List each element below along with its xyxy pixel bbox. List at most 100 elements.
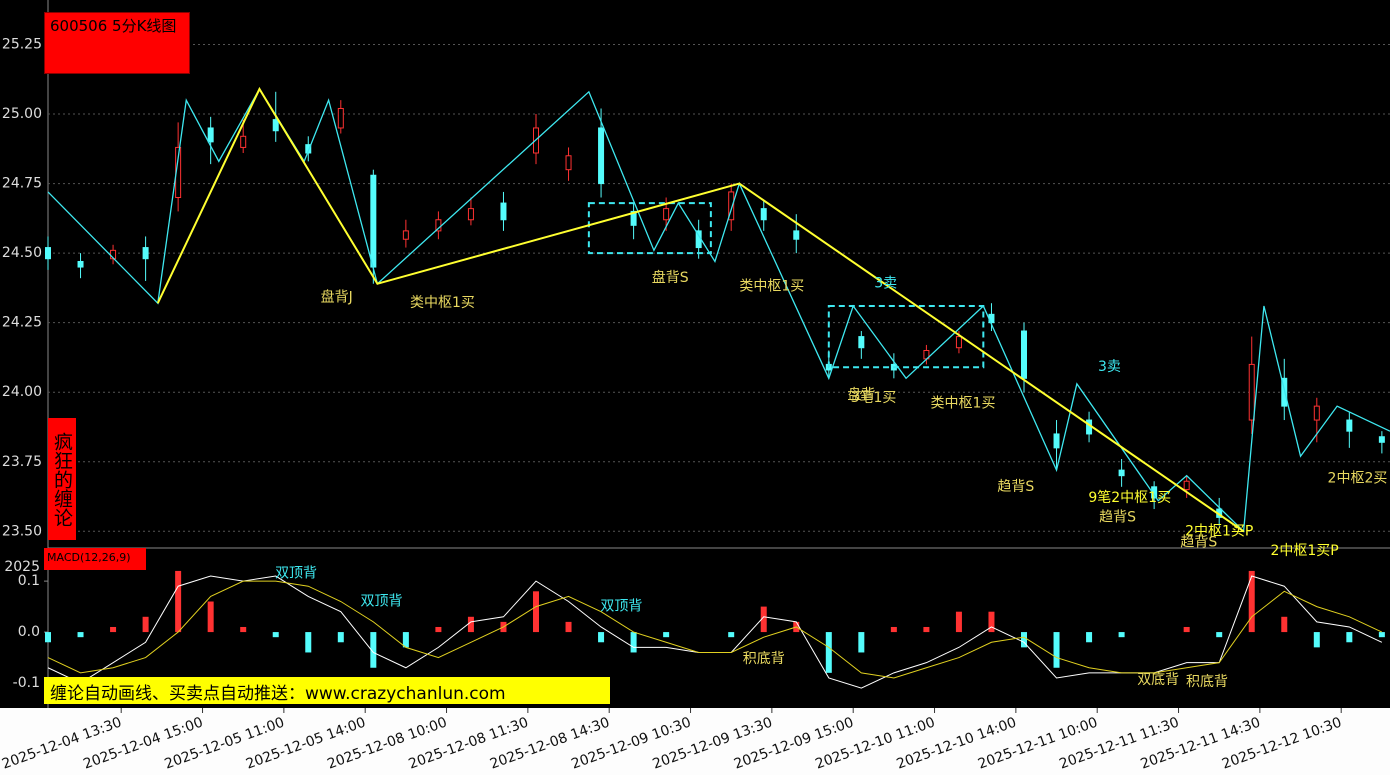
y-tick-label: 24.00 bbox=[2, 384, 42, 400]
candle-body bbox=[1053, 433, 1060, 449]
macd-bar bbox=[1216, 632, 1223, 638]
candle-body bbox=[663, 208, 670, 221]
macd-bar bbox=[1118, 632, 1125, 638]
x-axis-strip bbox=[0, 708, 1390, 775]
candle-body bbox=[77, 260, 84, 268]
macd-bar bbox=[1346, 632, 1353, 643]
annotation: 类中枢1买 bbox=[739, 279, 804, 295]
macd-title: MACD(12,26,9) bbox=[44, 548, 146, 570]
annotation: 盘背S bbox=[652, 269, 689, 286]
macd-bar bbox=[598, 632, 605, 643]
side-label: 疯狂的缠论 bbox=[48, 418, 76, 540]
macd-bar bbox=[175, 570, 182, 633]
macd-bar bbox=[1378, 632, 1385, 638]
macd-bar bbox=[955, 611, 962, 633]
candle-body bbox=[402, 230, 409, 240]
annotation: 2中枢1买P bbox=[1270, 543, 1338, 559]
macd-bar bbox=[890, 626, 897, 633]
annotation: 2中枢2买 bbox=[1328, 470, 1388, 486]
candle-body bbox=[240, 135, 247, 148]
macd-bar bbox=[1313, 632, 1320, 648]
macd-bar bbox=[1281, 616, 1288, 633]
macd-bar bbox=[1053, 632, 1060, 668]
annotation: 趋背S bbox=[1099, 509, 1136, 525]
macd-bar bbox=[207, 601, 214, 633]
macd-bar bbox=[923, 626, 930, 633]
macd-bar bbox=[435, 626, 442, 633]
y-tick-label: 0.1 bbox=[18, 573, 40, 589]
y-tick-label: 25.00 bbox=[2, 106, 42, 122]
candle-body bbox=[630, 210, 637, 226]
annotation: 趋背S bbox=[997, 479, 1034, 495]
macd-bar bbox=[663, 632, 670, 638]
candle-body bbox=[1021, 330, 1027, 379]
candle-body bbox=[305, 144, 312, 154]
candle-body bbox=[858, 336, 865, 349]
y-tick-label: 23.75 bbox=[2, 454, 42, 470]
macd-bar bbox=[402, 632, 409, 648]
macd-bar bbox=[370, 632, 377, 668]
annotation: 2中枢1买P bbox=[1185, 523, 1253, 539]
macd-bar bbox=[565, 621, 572, 633]
candle-body bbox=[760, 208, 767, 221]
macd-bar bbox=[533, 591, 539, 633]
candle-body bbox=[598, 127, 605, 185]
annotation: 积底背 bbox=[1186, 674, 1228, 690]
annotation: 双底背 bbox=[1137, 672, 1179, 688]
macd-bar bbox=[988, 611, 995, 633]
annotation: 3卖 bbox=[1098, 359, 1121, 375]
candle-body bbox=[1118, 469, 1125, 477]
y-tick-label: 24.50 bbox=[2, 245, 42, 261]
candle-body bbox=[467, 208, 474, 221]
annotation: 双顶背 bbox=[600, 599, 642, 615]
pivot-box bbox=[587, 202, 712, 255]
chart-title: 600506 5分K线图 bbox=[44, 12, 190, 74]
annotation: 双顶背 bbox=[275, 565, 317, 581]
macd-bar bbox=[858, 632, 865, 653]
macd-bar bbox=[1183, 626, 1190, 633]
macd-bar bbox=[110, 626, 117, 633]
candle-body bbox=[1313, 405, 1320, 421]
candle-body bbox=[1346, 419, 1353, 432]
y-tick-label: 0.0 bbox=[18, 624, 40, 640]
macd-bar bbox=[1086, 632, 1093, 643]
candle-body bbox=[370, 174, 377, 268]
annotation: 盘背J bbox=[321, 289, 353, 306]
candle-body bbox=[45, 247, 51, 260]
annotation: 双顶背 bbox=[360, 594, 402, 610]
annotation: 类中枢1买 bbox=[931, 395, 996, 411]
candle-body bbox=[142, 247, 149, 260]
y-tick-label: 24.25 bbox=[2, 315, 42, 331]
macd-bar bbox=[825, 632, 832, 673]
macd-bar bbox=[630, 632, 637, 653]
macd-bar bbox=[142, 616, 149, 633]
candle-body bbox=[1378, 436, 1385, 443]
annotation: 类中枢1买 bbox=[410, 295, 475, 311]
candle-body bbox=[207, 127, 214, 143]
macd-bar bbox=[1248, 570, 1255, 633]
macd-bar bbox=[467, 616, 474, 633]
macd-bar bbox=[760, 606, 767, 633]
candle-body bbox=[337, 107, 344, 129]
candle-body bbox=[1248, 363, 1255, 421]
macd-line bbox=[47, 575, 1383, 689]
macd-bar bbox=[305, 632, 312, 653]
candle-body bbox=[500, 202, 507, 221]
macd-bar bbox=[45, 632, 51, 643]
candle-body bbox=[955, 336, 962, 349]
macd-bar bbox=[272, 632, 279, 638]
candle-body bbox=[793, 230, 800, 240]
annotation: 3笔1买 bbox=[851, 390, 897, 406]
candle-body bbox=[272, 119, 279, 132]
candle-body bbox=[1281, 377, 1288, 407]
y-tick-label: 25.25 bbox=[2, 37, 42, 53]
annotation: 趋背S bbox=[1180, 534, 1217, 550]
stroke-line bbox=[47, 87, 1390, 533]
annotation: 9笔2中枢1买 bbox=[1088, 490, 1171, 506]
y-tick-label: 23.50 bbox=[2, 523, 42, 539]
macd-bar bbox=[1021, 632, 1027, 648]
corner-text: 2025 bbox=[4, 559, 40, 575]
banner: 缠论自动画线、买卖点自动推送：www.crazychanlun.com bbox=[44, 677, 610, 704]
